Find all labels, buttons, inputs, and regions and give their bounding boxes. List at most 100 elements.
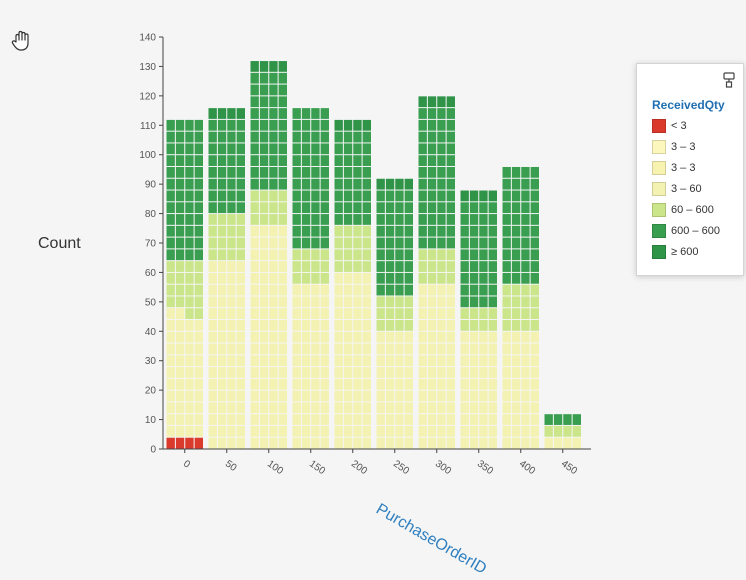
waffle-cell xyxy=(269,166,278,178)
bar-segment[interactable] xyxy=(208,108,246,119)
waffle-cell xyxy=(437,143,446,155)
waffle-cell xyxy=(479,414,488,425)
waffle-cell xyxy=(217,119,227,131)
waffle-cell xyxy=(217,355,227,367)
bar-segment[interactable] xyxy=(292,249,330,284)
waffle-cell xyxy=(217,378,227,390)
waffle-cell xyxy=(311,178,320,190)
waffle-cell xyxy=(334,378,343,390)
bar-segment[interactable] xyxy=(418,284,456,449)
bar-segment[interactable] xyxy=(166,437,204,449)
waffle-cell xyxy=(278,261,287,272)
format-painter-icon[interactable] xyxy=(723,72,735,88)
waffle-cell xyxy=(236,131,245,143)
waffle-cell xyxy=(521,308,530,320)
bar-segment[interactable] xyxy=(460,190,498,202)
waffle-cell xyxy=(353,331,362,343)
waffle-cell xyxy=(175,355,185,367)
bar-segment[interactable] xyxy=(544,437,582,449)
bar-segment[interactable] xyxy=(502,331,540,449)
waffle-cell xyxy=(437,425,446,437)
waffle-cell xyxy=(185,367,194,378)
legend-item[interactable]: 3 – 3 xyxy=(652,140,695,156)
bar-segment[interactable] xyxy=(502,284,540,331)
waffle-cell xyxy=(488,437,497,449)
bar-segment[interactable] xyxy=(376,190,414,296)
waffle-cell xyxy=(376,202,385,214)
waffle-cell xyxy=(208,155,217,166)
waffle-cell xyxy=(418,108,427,119)
bar-segment[interactable] xyxy=(208,261,246,449)
waffle-cell xyxy=(511,190,521,202)
waffle-cell xyxy=(446,284,455,296)
bar-segment[interactable] xyxy=(376,331,414,449)
waffle-cell xyxy=(502,296,511,308)
waffle-cell xyxy=(259,414,269,425)
bar-segment[interactable] xyxy=(544,414,582,425)
waffle-cell xyxy=(236,355,245,367)
bar-segment[interactable] xyxy=(166,119,204,261)
bar-segment[interactable] xyxy=(166,261,204,320)
waffle-cell xyxy=(227,378,236,390)
bar-segment[interactable] xyxy=(334,119,372,131)
bar-segment[interactable] xyxy=(208,214,246,261)
waffle-cell xyxy=(269,437,278,449)
bar-segment[interactable] xyxy=(460,308,498,331)
bar-segment[interactable] xyxy=(502,166,540,284)
bar-segment[interactable] xyxy=(418,249,456,284)
waffle-cell xyxy=(469,320,479,331)
bar-segment[interactable] xyxy=(250,190,288,225)
waffle-cell xyxy=(278,237,287,249)
waffle-cell xyxy=(353,249,362,261)
bar-segment[interactable] xyxy=(250,225,288,449)
bar-segment[interactable] xyxy=(250,72,288,190)
bar-segment[interactable] xyxy=(334,272,372,449)
hand-pan-icon[interactable] xyxy=(10,30,36,52)
bar-segment[interactable] xyxy=(334,131,372,225)
waffle-cell xyxy=(479,425,488,437)
legend-item[interactable]: < 3 xyxy=(652,119,687,135)
bar-segment[interactable] xyxy=(376,296,414,331)
waffle-cell xyxy=(301,331,311,343)
waffle-cell xyxy=(259,308,269,320)
waffle-cell xyxy=(502,343,511,355)
waffle-cell xyxy=(208,402,217,414)
legend-item[interactable]: ≥ 600 xyxy=(652,245,698,261)
waffle-cell xyxy=(259,84,269,96)
bar-segment[interactable] xyxy=(544,425,582,437)
waffle-cell xyxy=(334,355,343,367)
waffle-cell xyxy=(301,425,311,437)
waffle-cell xyxy=(469,414,479,425)
waffle-cell xyxy=(259,119,269,131)
waffle-cell xyxy=(385,331,395,343)
legend-item[interactable]: 3 – 60 xyxy=(652,182,702,198)
bar-segment[interactable] xyxy=(460,202,498,308)
waffle-cell xyxy=(376,178,385,190)
bar-segment[interactable] xyxy=(166,308,204,437)
bar-segment[interactable] xyxy=(208,119,246,214)
legend-item[interactable]: 3 – 3 xyxy=(652,161,695,177)
legend-item[interactable]: 600 – 600 xyxy=(652,224,720,240)
waffle-cell xyxy=(175,296,185,308)
bar-segment[interactable] xyxy=(418,108,456,249)
waffle-cell xyxy=(385,296,395,308)
waffle-cell xyxy=(175,284,185,296)
bar-segment[interactable] xyxy=(376,178,414,190)
waffle-cell xyxy=(353,178,362,190)
bar-segment[interactable] xyxy=(250,61,288,72)
waffle-cell xyxy=(353,378,362,390)
bar-segment[interactable] xyxy=(418,96,456,108)
waffle-cell xyxy=(362,225,371,237)
legend-item[interactable]: 60 – 600 xyxy=(652,203,714,219)
waffle-cell xyxy=(236,119,245,131)
bar-segment[interactable] xyxy=(460,331,498,449)
waffle-cell xyxy=(343,284,353,296)
waffle-cell xyxy=(292,190,301,202)
waffle-cell xyxy=(353,131,362,143)
waffle-cell xyxy=(362,237,371,249)
waffle-cell xyxy=(469,343,479,355)
bar-segment[interactable] xyxy=(292,108,330,249)
bar-segment[interactable] xyxy=(292,284,330,449)
bar-segment[interactable] xyxy=(334,225,372,272)
waffle-cell xyxy=(208,190,217,202)
